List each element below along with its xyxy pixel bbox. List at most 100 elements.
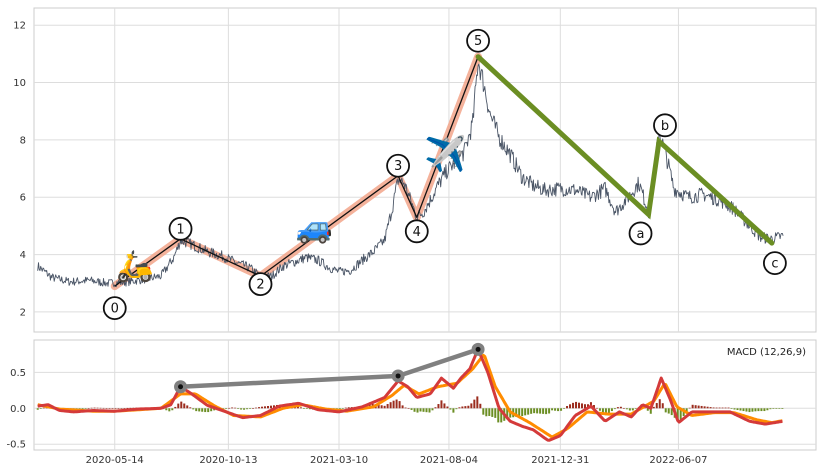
emoji-annotation: 🛵 xyxy=(116,249,153,284)
macd-histogram-bar xyxy=(255,407,258,409)
macd-histogram-bar xyxy=(183,403,186,409)
macd-histogram-bar xyxy=(249,408,252,409)
macd-histogram-bar xyxy=(213,408,216,411)
macd-histogram-bar xyxy=(225,408,228,409)
macd-histogram-bar xyxy=(434,407,437,409)
macd-histogram-bar xyxy=(42,407,45,409)
macd-histogram-bar xyxy=(691,404,694,409)
macd-histogram-bar xyxy=(476,396,479,409)
macd-histogram-bar xyxy=(258,407,261,409)
macd-histogram-bar xyxy=(655,403,658,409)
macd-histogram-bar xyxy=(539,408,542,414)
macd-histogram-bar xyxy=(730,408,733,409)
macd-histogram-bar xyxy=(607,408,610,414)
macd-histogram-bar xyxy=(129,407,132,409)
macd-histogram-bar xyxy=(482,408,485,415)
macd-histogram-bar xyxy=(177,403,180,409)
x-tick-label: 2020-05-14 xyxy=(86,455,144,466)
macd-histogram-bar xyxy=(201,408,204,412)
macd-histogram-bar xyxy=(703,406,706,409)
macd-histogram-bar xyxy=(676,408,679,422)
macd-histogram-bar xyxy=(180,401,183,409)
macd-histogram-bar xyxy=(228,407,231,409)
macd-histogram-bar xyxy=(237,408,240,409)
macd-histogram-bar xyxy=(126,407,129,409)
macd-histogram-bar xyxy=(261,406,264,409)
macd-histogram-bar xyxy=(36,408,39,410)
macd-histogram-bar xyxy=(688,407,691,409)
macd-histogram-bar xyxy=(347,407,350,409)
macd-y-tick-label: 0.0 xyxy=(10,404,26,415)
macd-histogram-bar xyxy=(114,408,117,409)
macd-histogram-bar xyxy=(760,408,763,412)
divergence-point-inner xyxy=(475,346,481,352)
wave-marker-label: b xyxy=(661,119,669,134)
macd-histogram-bar xyxy=(392,400,395,409)
macd-histogram-bar xyxy=(105,408,108,409)
macd-histogram-bar xyxy=(90,407,93,409)
macd-histogram-bar xyxy=(518,408,521,417)
macd-histogram-bar xyxy=(93,407,96,409)
macd-histogram-bar xyxy=(302,408,305,409)
macd-histogram-bar xyxy=(470,403,473,409)
wave-marker-circle xyxy=(102,296,127,321)
impulse-wave-line xyxy=(114,56,479,287)
macd-histogram-bar xyxy=(120,408,123,409)
macd-histogram-bar xyxy=(264,406,267,409)
macd-histogram-bar xyxy=(473,399,476,409)
macd-histogram-bar xyxy=(416,408,419,413)
macd-histogram-bar xyxy=(712,407,715,409)
macd-line xyxy=(37,349,783,442)
macd-histogram-bar xyxy=(551,408,554,411)
macd-y-tick-label: 0.5 xyxy=(10,368,26,379)
x-tick-label: 2020-10-13 xyxy=(199,455,257,466)
macd-histogram-bar xyxy=(601,408,604,414)
macd-histogram-bar xyxy=(344,407,347,409)
macd-histogram-bar xyxy=(123,408,126,409)
macd-histogram-bar xyxy=(272,405,275,409)
price-y-tick-label: 12 xyxy=(13,21,26,32)
macd-histogram-bar xyxy=(395,399,398,409)
macd-histogram-bar xyxy=(210,408,213,412)
macd-histogram-bar xyxy=(700,405,703,409)
macd-histogram-bar xyxy=(706,406,709,409)
macd-histogram-bar xyxy=(575,401,578,409)
macd-histogram-bar xyxy=(461,406,464,409)
macd-histogram-bar xyxy=(613,408,616,410)
macd-histogram-bar xyxy=(628,408,631,411)
macd-histogram-bar xyxy=(649,408,652,414)
macd-histogram-bar xyxy=(554,408,557,411)
macd-histogram-bar xyxy=(491,408,494,417)
macd-histogram-bar xyxy=(252,408,255,409)
macd-histogram-bar xyxy=(299,407,302,409)
macd-histogram-bar xyxy=(625,408,628,410)
macd-histogram-bar xyxy=(616,407,619,409)
macd-histogram-bar xyxy=(721,407,724,409)
macd-histogram-bar xyxy=(198,408,201,412)
x-tick-label: 2021-03-10 xyxy=(310,455,368,466)
wave-marker-circle xyxy=(762,251,787,276)
macd-histogram-bar xyxy=(458,407,461,409)
correction-wave-line xyxy=(475,54,775,246)
macd-histogram-bar xyxy=(443,403,446,409)
macd-histogram-bar xyxy=(670,408,673,416)
macd-histogram-bar xyxy=(751,408,754,412)
macd-histogram-bar xyxy=(308,408,311,410)
macd-histogram-bar xyxy=(401,405,404,409)
macd-plot-area xyxy=(33,339,817,451)
macd-histogram-bar xyxy=(437,404,440,409)
macd-histogram-bar xyxy=(563,408,566,409)
macd-histogram-bar xyxy=(192,408,195,410)
macd-histogram-bar xyxy=(709,407,712,409)
macd-histogram-bar xyxy=(479,403,482,409)
macd-histogram-bar xyxy=(383,405,386,409)
macd-histogram-bar xyxy=(610,408,613,412)
macd-histogram-bar xyxy=(440,400,443,409)
macd-histogram-bar xyxy=(500,408,503,423)
macd-histogram-bar xyxy=(697,405,700,409)
macd-histogram-bar xyxy=(781,408,784,409)
price-y-tick-label: 8 xyxy=(20,135,26,146)
macd-histogram-bar xyxy=(488,408,491,416)
